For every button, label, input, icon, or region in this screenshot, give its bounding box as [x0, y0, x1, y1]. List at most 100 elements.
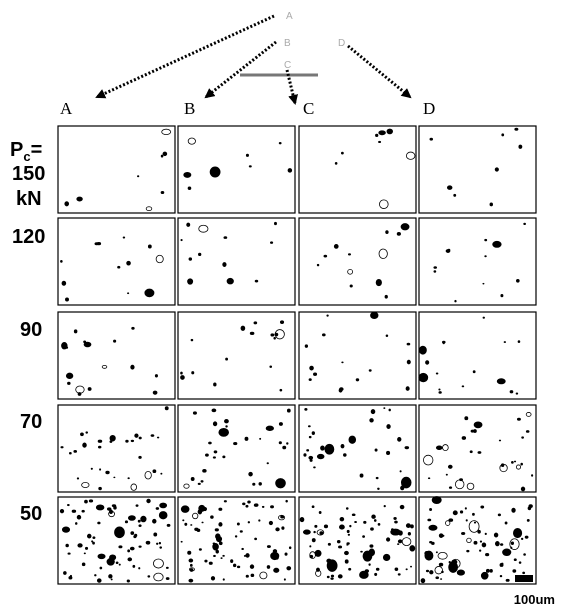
pore [346, 529, 350, 534]
pore [375, 133, 379, 138]
pore [510, 541, 515, 545]
pore [137, 519, 141, 523]
pore [218, 522, 223, 527]
pore [473, 421, 483, 429]
pore [97, 553, 106, 560]
pore [214, 528, 219, 532]
pore [418, 372, 429, 383]
pore [497, 513, 501, 517]
pore [138, 436, 142, 440]
row-label: 150 [12, 163, 45, 185]
pore [466, 549, 470, 553]
pore [270, 551, 280, 561]
pore [101, 364, 108, 369]
pore [269, 365, 273, 368]
pore [153, 532, 158, 537]
pore [484, 255, 487, 258]
pore [337, 574, 343, 579]
micrograph [57, 404, 176, 493]
pore [339, 387, 344, 392]
pore [468, 520, 480, 533]
pore [152, 518, 157, 524]
pore [349, 524, 352, 528]
pore [77, 543, 83, 548]
sample-map: A B C D [95, 11, 412, 105]
pore [111, 504, 117, 508]
pore [99, 468, 102, 471]
pore [266, 545, 271, 548]
pore [410, 565, 413, 568]
pore [76, 196, 83, 202]
pore [448, 486, 453, 489]
pore [503, 341, 507, 343]
pore [187, 137, 196, 145]
micrograph-grid [57, 125, 537, 585]
pore [377, 487, 380, 491]
pore [84, 546, 89, 550]
pore [224, 419, 229, 424]
scale-bar [515, 575, 533, 582]
pore [525, 412, 532, 417]
pore [341, 361, 344, 364]
pore [343, 453, 347, 457]
pore [223, 236, 228, 239]
pore [65, 372, 74, 380]
pore [96, 578, 102, 583]
column-label: A [60, 99, 73, 118]
pore [286, 408, 291, 413]
column-label: C [303, 99, 314, 118]
pore [158, 511, 168, 520]
pore [429, 508, 433, 511]
pore [65, 297, 69, 302]
pore [323, 254, 328, 258]
pore [75, 522, 78, 525]
pore [286, 442, 289, 445]
pore [346, 542, 350, 545]
pore [452, 510, 458, 516]
pore [431, 496, 442, 504]
pore [94, 242, 99, 246]
pore [500, 293, 504, 298]
pore [144, 288, 155, 298]
pore [209, 166, 221, 178]
pore [287, 168, 293, 173]
pore [405, 568, 408, 571]
pore [375, 278, 382, 287]
pore [382, 553, 391, 561]
pore [448, 561, 451, 564]
pore [279, 320, 285, 325]
pore [196, 528, 201, 532]
micrograph [57, 125, 176, 214]
pore [368, 369, 372, 372]
row-label: Pc= [10, 139, 42, 164]
pore [484, 532, 487, 536]
pore [466, 537, 472, 544]
pore [316, 263, 320, 267]
subscript: c [23, 149, 30, 164]
pore [349, 284, 353, 288]
pore [254, 279, 259, 283]
pore [500, 543, 504, 546]
pore [81, 562, 86, 567]
pore [485, 568, 490, 573]
pore [208, 561, 213, 565]
pore [399, 504, 405, 510]
pore [253, 321, 258, 325]
pore [201, 521, 204, 524]
pore [236, 565, 241, 569]
pore [284, 552, 288, 556]
pore [138, 567, 141, 570]
pore [515, 464, 522, 470]
pore [95, 504, 105, 511]
pore [135, 504, 139, 507]
pore [218, 507, 223, 511]
pore [377, 523, 381, 526]
pore [314, 524, 318, 528]
pore [258, 482, 262, 486]
pore [326, 558, 332, 564]
pore [406, 359, 411, 365]
pore [60, 259, 63, 263]
row-label: 120 [12, 226, 45, 248]
pore [523, 553, 526, 556]
pore [370, 311, 379, 319]
